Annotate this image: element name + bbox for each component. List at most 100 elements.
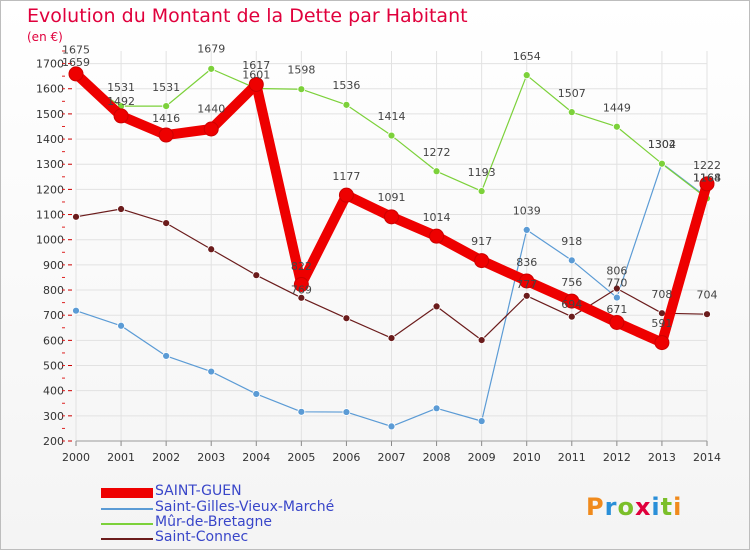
data-point-mur-de-bretagne <box>297 85 306 94</box>
data-point-saint-guen <box>654 335 670 351</box>
data-point-mur-de-bretagne <box>658 159 666 168</box>
data-label: 1164 <box>693 171 721 184</box>
legend-swatch-mur-de-bretagne <box>101 523 153 525</box>
chart-title: Evolution du Montant de la Dette par Hab… <box>27 5 468 27</box>
data-point-mur-de-bretagne <box>387 131 396 140</box>
data-point-saint-gilles-vieux-marche <box>387 422 396 431</box>
legend-label-saint-connec: Saint-Connec <box>155 529 249 545</box>
legend-swatch-saint-guen <box>101 488 153 498</box>
data-point-saint-guen <box>338 187 354 203</box>
y-tick-label: 500 <box>43 360 64 373</box>
data-point-saint-gilles-vieux-marche <box>432 404 441 413</box>
x-tick-label: 2008 <box>423 451 451 464</box>
y-tick-label: 1600 <box>36 83 64 96</box>
data-point-saint-connec <box>477 336 486 345</box>
x-tick-label: 2009 <box>468 451 496 464</box>
data-point-saint-gilles-vieux-marche <box>162 352 171 360</box>
data-label: 1416 <box>152 112 180 125</box>
x-tick-label: 2006 <box>332 451 360 464</box>
data-label: 704 <box>697 288 718 301</box>
x-tick-label: 2004 <box>242 451 270 464</box>
data-point-saint-connec <box>207 245 216 254</box>
data-label: 1414 <box>378 110 406 123</box>
data-point-saint-gilles-vieux-marche <box>567 256 576 265</box>
data-label: 1039 <box>513 205 541 218</box>
data-label: 1091 <box>378 191 406 204</box>
data-label: 770 <box>606 277 627 290</box>
data-label: 1272 <box>423 146 451 159</box>
data-point-mur-de-bretagne <box>612 122 621 131</box>
data-point-saint-gilles-vieux-marche <box>612 293 621 302</box>
x-tick-label: 2012 <box>603 451 631 464</box>
data-point-saint-gilles-vieux-marche <box>252 390 261 398</box>
x-tick-label: 2014 <box>693 451 721 464</box>
data-point-mur-de-bretagne <box>522 71 531 80</box>
data-point-saint-connec <box>72 212 80 221</box>
y-tick-label: 1300 <box>36 158 64 171</box>
data-point-saint-guen <box>474 253 490 269</box>
data-label: 1601 <box>242 69 270 82</box>
legend-label-saint-guen: SAINT-GUEN <box>155 483 242 499</box>
data-point-mur-de-bretagne <box>162 102 171 111</box>
data-label: 1014 <box>423 211 451 224</box>
data-label: 1675 <box>62 44 90 57</box>
data-point-mur-de-bretagne <box>432 167 441 176</box>
x-tick-label: 2005 <box>287 451 315 464</box>
data-point-saint-guen <box>519 273 535 289</box>
data-label: 1617 <box>242 59 270 72</box>
data-point-saint-guen <box>384 209 399 225</box>
data-point-saint-connec <box>522 291 531 300</box>
data-point-saint-connec <box>297 293 306 302</box>
legend-swatch-saint-connec <box>101 538 153 540</box>
data-label: 591 <box>651 317 672 330</box>
data-point-saint-gilles-vieux-marche <box>297 407 306 416</box>
data-point-saint-connec <box>342 314 351 323</box>
data-label: 1177 <box>332 170 360 183</box>
y-tick-label: 200 <box>43 435 64 448</box>
data-point-saint-connec <box>703 310 711 319</box>
x-tick-label: 2000 <box>62 451 90 464</box>
data-label: 1654 <box>513 50 541 63</box>
data-label: 1531 <box>107 81 135 94</box>
data-label: 1507 <box>558 87 586 100</box>
data-label: 1193 <box>468 166 496 179</box>
data-point-saint-gilles-vieux-marche <box>522 225 531 234</box>
data-label: 1440 <box>197 103 225 116</box>
data-label: 1222 <box>693 159 721 172</box>
data-label: 1304 <box>648 138 676 151</box>
logo-letter: o <box>617 493 635 521</box>
data-label: 1536 <box>332 79 360 92</box>
data-point-mur-de-bretagne <box>342 100 351 109</box>
logo-letter: i <box>651 493 661 521</box>
x-tick-label: 2001 <box>107 451 135 464</box>
logo-letter: x <box>634 493 652 521</box>
x-tick-label: 2010 <box>513 451 541 464</box>
data-label: 1449 <box>603 101 631 114</box>
data-point-saint-gilles-vieux-marche <box>72 306 80 315</box>
data-label: 806 <box>606 264 627 277</box>
data-point-saint-guen <box>248 76 264 92</box>
x-tick-label: 2003 <box>197 451 225 464</box>
data-point-saint-guen <box>158 127 174 143</box>
data-point-saint-connec <box>567 312 576 321</box>
data-point-saint-guen <box>564 293 580 309</box>
data-point-mur-de-bretagne <box>567 108 576 117</box>
data-point-saint-guen <box>293 276 309 292</box>
x-tick-label: 2013 <box>648 451 676 464</box>
logo-letter: P <box>586 493 605 521</box>
logo-letter: r <box>604 493 618 521</box>
y-tick-label: 1500 <box>36 108 64 121</box>
data-point-saint-connec <box>117 205 125 213</box>
data-point-saint-guen <box>609 314 625 330</box>
data-label: 777 <box>516 278 537 291</box>
y-tick-label: 800 <box>43 284 64 297</box>
data-label: 917 <box>471 235 492 248</box>
legend-label-mur-de-bretagne: Mûr-de-Bretagne <box>155 514 273 530</box>
data-point-saint-gilles-vieux-marche <box>477 417 486 426</box>
y-tick-label: 1200 <box>36 183 64 196</box>
x-tick-label: 2002 <box>152 451 180 464</box>
data-point-saint-connec <box>658 309 666 318</box>
data-label: 708 <box>651 288 672 301</box>
y-tick-label: 1000 <box>36 234 64 247</box>
